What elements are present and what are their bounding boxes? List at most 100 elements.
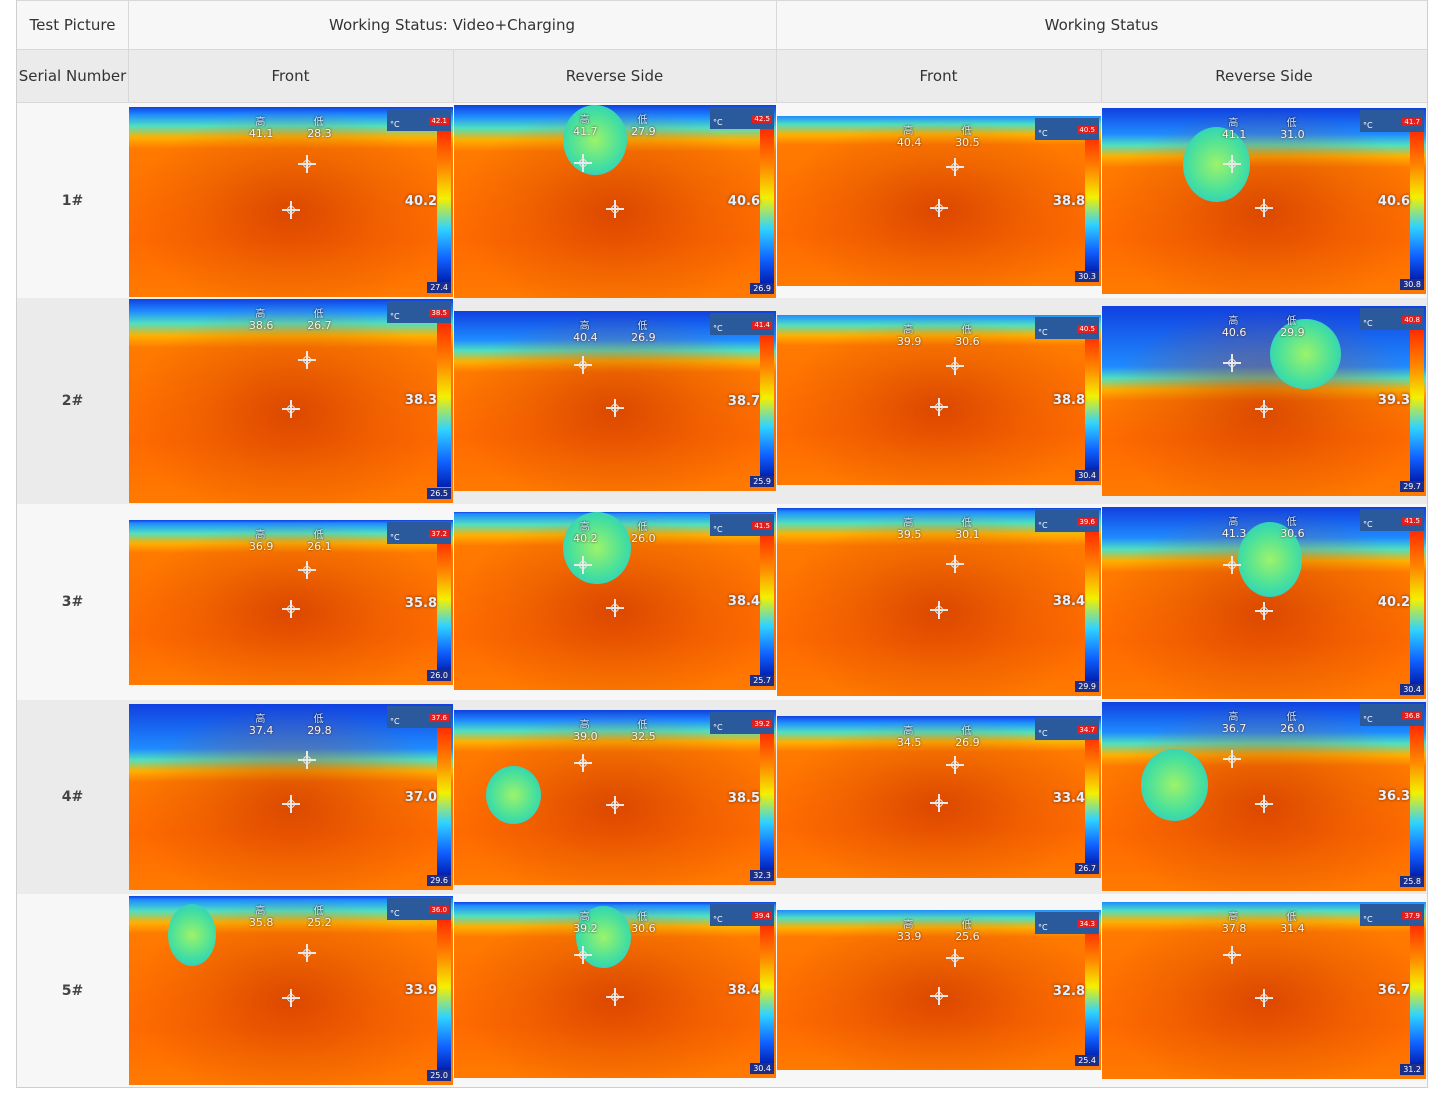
- heat-spot: [486, 766, 541, 824]
- crosshair-icon: [946, 755, 965, 774]
- center-temperature: 36.3: [1377, 788, 1410, 804]
- scale-max: 40.5: [1077, 126, 1097, 134]
- thermal-image: °C 37.2 26.0 高 低 36.9 26.1 35.8: [129, 520, 453, 685]
- crosshair-icon: [1255, 795, 1273, 814]
- low-value: 28.3: [307, 127, 332, 140]
- thermal-image: °C 34.3 25.4 高 低 33.9 25.6 32.8: [777, 910, 1101, 1070]
- crosshair-icon: [946, 555, 965, 574]
- low-value: 26.9: [955, 736, 980, 749]
- unit-label: °C: [390, 533, 400, 542]
- unit-label: °C: [713, 915, 723, 924]
- color-scale-bar: [1410, 130, 1424, 280]
- thermal-image: °C 42.5 26.9 高 低 41.7 27.9 40.6: [454, 105, 776, 298]
- color-scale-bar: [437, 129, 451, 282]
- low-label: 低: [1286, 712, 1297, 723]
- unit-label: °C: [713, 525, 723, 534]
- low-value: 27.9: [631, 125, 656, 138]
- unit-box: °C 36.0: [387, 898, 451, 920]
- high-value: 40.6: [1221, 326, 1247, 339]
- crosshair-icon: [930, 600, 948, 619]
- low-label: 低: [961, 518, 972, 529]
- crosshair-icon: [1222, 555, 1241, 574]
- color-scale-bar: [437, 323, 451, 487]
- crosshair-icon: [606, 399, 624, 418]
- high-value: 38.6: [248, 319, 274, 332]
- scale-min: 30.4: [1075, 470, 1099, 481]
- high-value: 40.4: [573, 331, 598, 344]
- high-value: 39.0: [573, 730, 598, 743]
- center-temperature: 40.2: [404, 194, 437, 210]
- unit-label: °C: [1363, 121, 1373, 130]
- high-label: 高: [579, 912, 590, 923]
- header-test-picture: Test Picture: [17, 0, 128, 50]
- unit-box: °C 41.5: [1360, 509, 1424, 531]
- high-value: 36.7: [1221, 722, 1247, 735]
- high-value: 41.7: [573, 125, 598, 138]
- heat-spot: [1238, 522, 1303, 598]
- high-label: 高: [579, 115, 590, 126]
- low-label: 低: [637, 321, 648, 332]
- color-scale-bar: [1410, 923, 1424, 1065]
- color-scale-bar: [760, 533, 774, 676]
- unit-box: °C 34.7: [1035, 718, 1099, 740]
- high-label: 高: [579, 720, 590, 731]
- crosshair-icon: [1255, 399, 1273, 418]
- unit-box: °C 39.6: [1035, 510, 1099, 532]
- center-temperature: 38.3: [404, 392, 437, 408]
- center-temperature: 33.4: [1052, 790, 1085, 806]
- thermal-image: °C 42.1 27.4 高 低 41.1 28.3 40.2: [129, 107, 453, 297]
- unit-label: °C: [1363, 915, 1373, 924]
- high-label: 高: [903, 126, 914, 137]
- low-value: 31.0: [1280, 128, 1305, 141]
- color-scale-bar: [760, 731, 774, 871]
- low-label: 低: [961, 920, 972, 931]
- unit-box: °C 42.1: [387, 109, 451, 131]
- scale-max: 40.5: [1077, 325, 1097, 333]
- center-temperature: 38.4: [1052, 594, 1085, 610]
- high-label: 高: [255, 309, 266, 320]
- crosshair-icon: [298, 155, 317, 173]
- scale-min: 30.4: [1400, 684, 1424, 695]
- high-label: 高: [903, 325, 914, 336]
- thermal-image: °C 34.7 26.7 高 低 34.5 26.9 33.4: [777, 716, 1101, 878]
- high-value: 34.5: [896, 736, 922, 749]
- scale-max: 41.5: [1402, 517, 1422, 525]
- unit-box: °C 34.3: [1035, 912, 1099, 934]
- unit-box: °C 41.4: [710, 313, 774, 335]
- crosshair-icon: [298, 943, 317, 962]
- thermal-image: °C 40.5 30.4 高 低 39.9 30.6 38.8: [777, 315, 1101, 485]
- unit-box: °C 39.4: [710, 904, 774, 926]
- scale-min: 30.4: [750, 1063, 774, 1074]
- high-label: 高: [1228, 912, 1239, 923]
- center-temperature: 38.4: [727, 593, 760, 609]
- low-label: 低: [637, 522, 648, 533]
- scale-min: 25.4: [1075, 1055, 1099, 1066]
- center-temperature: 40.6: [1377, 193, 1410, 209]
- unit-label: °C: [713, 723, 723, 732]
- divider: [453, 50, 454, 103]
- scale-max: 34.3: [1077, 920, 1097, 928]
- crosshair-icon: [606, 988, 624, 1007]
- low-value: 26.1: [307, 540, 332, 553]
- crosshair-icon: [573, 356, 592, 374]
- crosshair-icon: [1222, 154, 1241, 173]
- thermal-test-table: Test Picture Working Status: Video+Charg…: [16, 0, 1428, 1088]
- low-value: 26.0: [1280, 722, 1305, 735]
- thermal-image: °C 36.8 25.8 高 低 36.7 26.0 36.3: [1102, 702, 1426, 891]
- high-label: 高: [1228, 517, 1239, 528]
- high-value: 41.1: [1221, 128, 1247, 141]
- color-scale-bar: [1085, 335, 1099, 472]
- scale-min: 26.5: [427, 488, 451, 499]
- color-scale-bar: [760, 923, 774, 1064]
- crosshair-icon: [1255, 199, 1273, 218]
- divider: [1101, 50, 1102, 103]
- unit-box: °C 37.6: [387, 706, 451, 728]
- unit-box: °C 40.5: [1035, 317, 1099, 339]
- low-label: 低: [313, 117, 324, 128]
- unit-box: °C 36.8: [1360, 704, 1424, 726]
- high-value: 36.9: [248, 540, 274, 553]
- unit-box: °C 37.9: [1360, 904, 1424, 926]
- unit-label: °C: [1038, 923, 1048, 932]
- low-label: 低: [313, 530, 324, 541]
- center-temperature: 40.2: [1377, 595, 1410, 611]
